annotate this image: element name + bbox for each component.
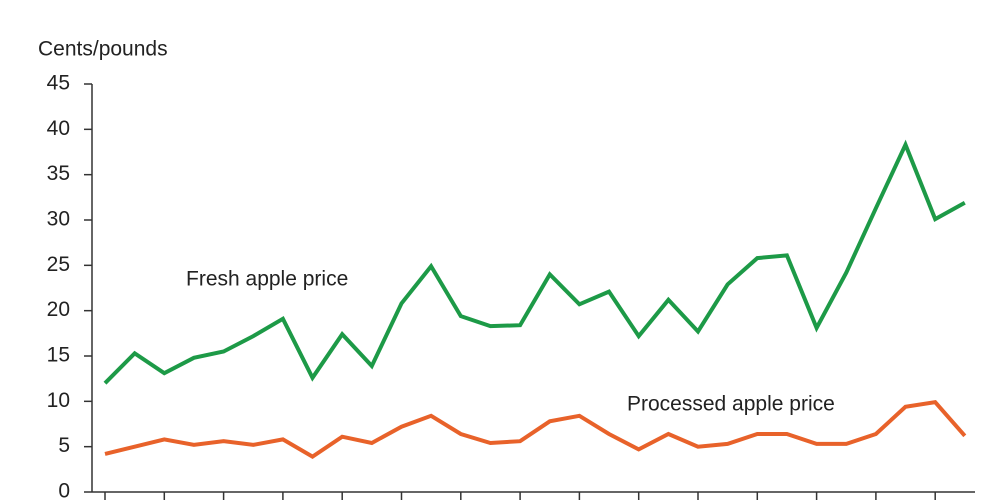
y-tick-label: 35 xyxy=(47,162,70,185)
y-tick-label: 10 xyxy=(47,389,70,412)
y-tick-label: 5 xyxy=(58,434,70,457)
y-tick-label: 20 xyxy=(47,298,70,321)
series-label: Fresh apple price xyxy=(186,268,348,291)
y-tick-label: 0 xyxy=(58,480,70,500)
y-tick-label: 45 xyxy=(47,72,70,95)
y-tick-label: 25 xyxy=(47,253,70,276)
y-tick-label: 30 xyxy=(47,208,70,231)
y-axis-label: Cents/pounds xyxy=(38,38,168,61)
y-tick-label: 40 xyxy=(47,117,70,140)
y-tick-label: 15 xyxy=(47,344,70,367)
series-line xyxy=(104,400,967,459)
series-line xyxy=(103,139,966,385)
series-label: Processed apple price xyxy=(627,393,835,416)
